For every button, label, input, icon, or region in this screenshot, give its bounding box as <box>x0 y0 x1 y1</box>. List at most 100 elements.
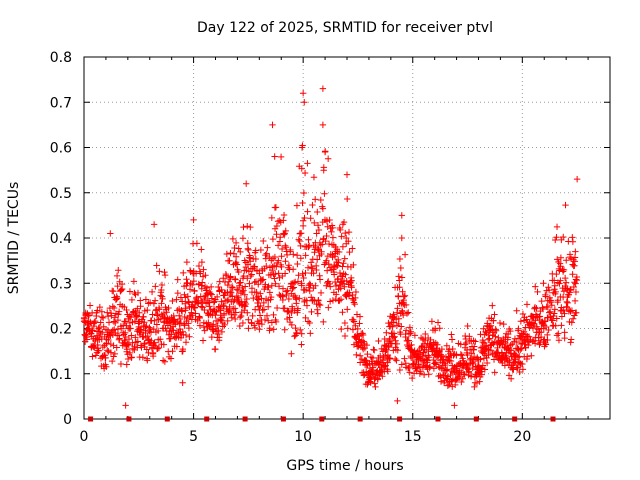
data-point <box>335 248 343 256</box>
data-point <box>314 221 322 229</box>
data-point <box>277 153 285 161</box>
data-point <box>310 270 317 277</box>
data-point <box>549 317 556 324</box>
data-point <box>124 340 131 348</box>
chart-title: Day 122 of 2025, SRMTID for receiver ptv… <box>197 20 493 36</box>
data-point <box>241 283 249 290</box>
data-point <box>569 234 576 241</box>
data-point <box>302 269 309 277</box>
data-point <box>142 327 149 334</box>
data-point <box>328 228 335 236</box>
data-point <box>573 175 581 183</box>
data-point <box>561 329 568 336</box>
data-point <box>343 277 350 285</box>
data-point <box>132 313 140 321</box>
data-point <box>405 309 412 316</box>
data-point <box>241 291 249 298</box>
data-point <box>307 215 314 222</box>
data-point <box>234 286 242 294</box>
data-point <box>226 288 234 296</box>
data-point <box>444 382 452 389</box>
data-point <box>223 250 231 258</box>
data-point <box>513 338 520 346</box>
data-point <box>369 366 377 374</box>
data-point <box>393 309 401 316</box>
data-point <box>539 305 547 313</box>
data-point <box>359 331 367 339</box>
data-point <box>242 180 250 187</box>
data-point <box>395 315 402 322</box>
data-point <box>487 347 495 354</box>
data-point <box>229 235 237 243</box>
x-tick-label: 15 <box>404 429 422 445</box>
data-point <box>516 368 523 376</box>
data-point <box>161 271 169 279</box>
data-point <box>160 341 168 348</box>
data-point <box>402 301 410 309</box>
data-point <box>195 262 203 270</box>
data-point <box>285 262 293 269</box>
y-tick-label: 0.1 <box>50 367 72 383</box>
data-point <box>358 355 366 363</box>
data-point <box>207 290 214 297</box>
data-point <box>557 277 564 284</box>
data-point <box>277 234 284 241</box>
data-point <box>557 254 565 261</box>
data-point <box>325 260 332 268</box>
data-point <box>398 361 405 368</box>
data-point <box>240 272 247 280</box>
data-point <box>491 369 498 376</box>
data-point <box>492 326 499 333</box>
data-point <box>444 373 451 380</box>
data-point <box>561 310 568 317</box>
data-point <box>212 345 219 353</box>
data-point <box>342 271 349 278</box>
data-point <box>307 330 314 337</box>
data-point <box>199 299 206 306</box>
data-point <box>436 324 443 332</box>
data-point <box>396 366 404 374</box>
data-point <box>169 348 176 355</box>
data-point <box>544 314 552 321</box>
data-point <box>260 299 267 307</box>
data-point <box>190 216 197 224</box>
data-point <box>263 250 270 257</box>
data-point <box>354 325 361 333</box>
data-point <box>283 291 290 299</box>
data-point <box>186 286 194 293</box>
data-point <box>280 217 287 224</box>
data-point <box>221 321 228 329</box>
data-point <box>345 238 352 245</box>
data-point <box>214 330 221 338</box>
data-point <box>329 297 337 304</box>
data-point <box>258 277 266 284</box>
data-point <box>299 90 307 97</box>
data-point <box>179 345 186 353</box>
data-point <box>268 319 276 326</box>
data-point <box>567 308 574 315</box>
data-point <box>208 291 215 298</box>
data-point <box>85 312 92 320</box>
data-point <box>550 277 558 284</box>
data-point <box>369 354 377 362</box>
data-point <box>268 282 276 289</box>
data-point <box>563 257 570 264</box>
data-point <box>112 319 119 327</box>
data-point <box>91 319 98 326</box>
data-point <box>397 264 405 272</box>
data-point <box>319 121 327 129</box>
data-point <box>159 357 167 364</box>
data-point <box>306 280 313 287</box>
data-point <box>269 235 277 243</box>
data-point <box>167 335 174 342</box>
data-point <box>384 368 391 375</box>
data-point <box>249 312 256 320</box>
data-point <box>456 373 463 381</box>
data-point <box>266 253 273 261</box>
data-point <box>108 357 116 365</box>
data-point <box>240 287 247 294</box>
y-axis-label: SRMTID / TECUs <box>6 182 22 295</box>
data-point <box>513 307 520 314</box>
data-point <box>96 324 103 331</box>
